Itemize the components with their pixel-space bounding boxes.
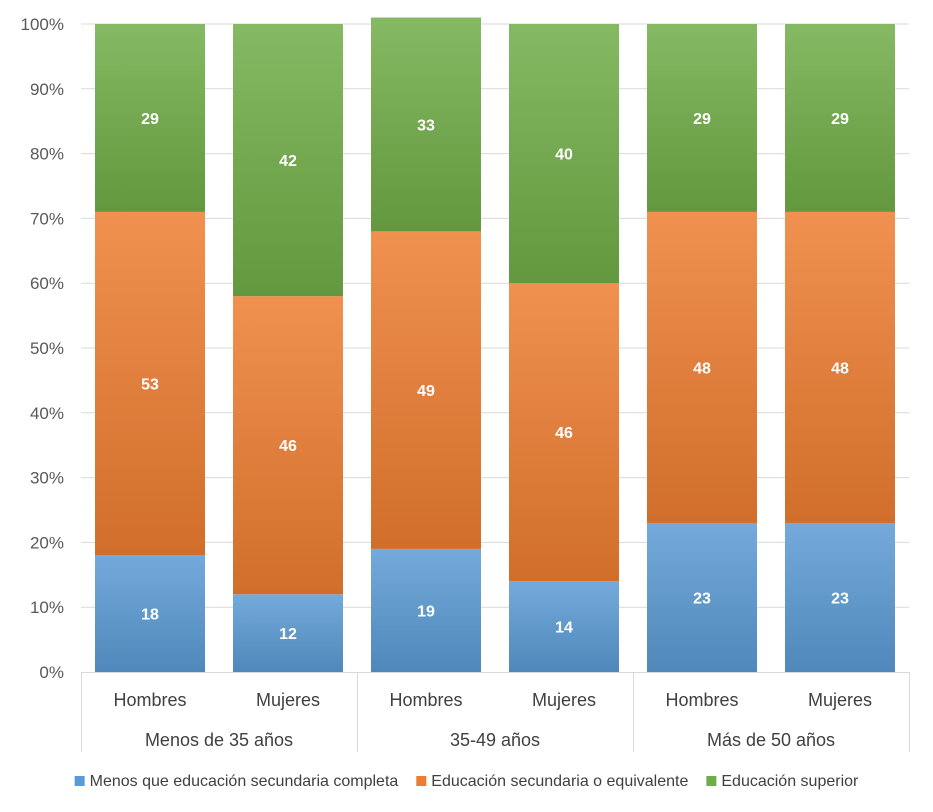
bar-segment bbox=[647, 211, 757, 523]
bar-segment bbox=[647, 522, 757, 672]
bar-segment bbox=[233, 24, 343, 297]
x-tick-label: Mujeres bbox=[532, 690, 596, 710]
y-tick-label: 10% bbox=[30, 598, 64, 617]
x-tick-label: Mujeres bbox=[256, 690, 320, 710]
data-label: 33 bbox=[417, 117, 435, 134]
legend: Menos que educación secundaria completa E… bbox=[74, 773, 859, 790]
bar-segment bbox=[785, 24, 895, 212]
data-label: 29 bbox=[141, 111, 159, 128]
legend-label: Educación secundaria o equivalente bbox=[431, 773, 688, 790]
x-tick-label: Hombres bbox=[665, 690, 738, 710]
y-tick-label: 40% bbox=[30, 404, 64, 423]
data-label: 23 bbox=[831, 590, 849, 607]
bar-segment bbox=[509, 581, 619, 672]
data-label: 23 bbox=[693, 590, 711, 607]
data-label: 49 bbox=[417, 383, 435, 400]
legend-label: Educación superior bbox=[721, 773, 859, 790]
bar-segment bbox=[785, 522, 895, 672]
y-tick-label: 50% bbox=[30, 339, 64, 358]
x-group-label: Menos de 35 años bbox=[145, 730, 293, 750]
bar-segment bbox=[509, 283, 619, 582]
y-tick-label: 0% bbox=[39, 663, 64, 682]
bar-segment bbox=[785, 211, 895, 523]
y-tick-label: 100% bbox=[21, 15, 64, 34]
bar-segment bbox=[95, 555, 205, 672]
data-label: 46 bbox=[555, 425, 573, 442]
y-tick-label: 70% bbox=[30, 209, 64, 228]
y-tick-label: 60% bbox=[30, 274, 64, 293]
data-label: 48 bbox=[831, 360, 849, 377]
bar-segment bbox=[95, 211, 205, 556]
data-label: 48 bbox=[693, 360, 711, 377]
data-label: 40 bbox=[555, 147, 573, 164]
x-group-label: 35-49 años bbox=[450, 730, 540, 750]
bar-segment bbox=[233, 594, 343, 672]
x-tick-label: Hombres bbox=[113, 690, 186, 710]
data-label: 29 bbox=[831, 111, 849, 128]
bar-segment bbox=[371, 17, 481, 232]
data-label: 29 bbox=[693, 111, 711, 128]
bar-segment bbox=[95, 24, 205, 212]
data-label: 18 bbox=[141, 607, 159, 624]
bar-segment bbox=[647, 24, 757, 212]
legend-label: Menos que educación secundaria completa bbox=[90, 773, 399, 790]
data-label: 46 bbox=[279, 438, 297, 455]
x-tick-label: Hombres bbox=[389, 690, 462, 710]
bar-segment bbox=[233, 296, 343, 595]
data-labels: 18 53 29 12 46 42 19 49 33 14 46 40 23 48 29 23 48 29 bbox=[141, 111, 849, 643]
gridlines bbox=[81, 23, 909, 608]
legend-swatch bbox=[74, 776, 85, 786]
bars bbox=[95, 17, 895, 672]
axes: 0% 10% 20% 30% 40% 50% 60% 70% 80% 90% 100% Hombres… bbox=[21, 15, 910, 752]
data-label: 12 bbox=[279, 626, 297, 643]
x-tick-label: Mujeres bbox=[808, 690, 872, 710]
bar-segment bbox=[509, 24, 619, 284]
data-label: 42 bbox=[279, 153, 297, 170]
y-tick-label: 80% bbox=[30, 145, 64, 164]
y-tick-label: 30% bbox=[30, 469, 64, 488]
data-label: 14 bbox=[555, 620, 573, 637]
legend-swatch bbox=[416, 776, 427, 786]
data-label: 19 bbox=[417, 603, 435, 620]
bar-segment bbox=[371, 231, 481, 549]
y-tick-label: 90% bbox=[30, 80, 64, 99]
data-label: 53 bbox=[141, 377, 159, 394]
x-group-label: Más de 50 años bbox=[707, 730, 835, 750]
legend-swatch bbox=[706, 776, 717, 786]
y-tick-label: 20% bbox=[30, 533, 64, 552]
bar-segment bbox=[371, 548, 481, 672]
